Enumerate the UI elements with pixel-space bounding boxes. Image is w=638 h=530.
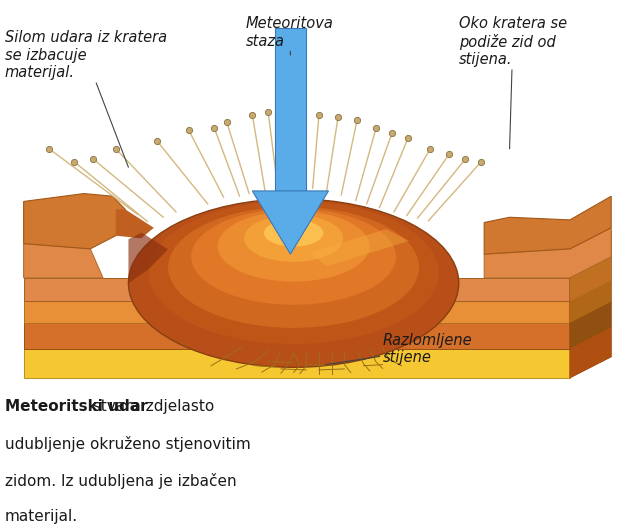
Ellipse shape xyxy=(244,215,343,262)
Ellipse shape xyxy=(148,201,439,344)
Polygon shape xyxy=(128,233,168,283)
Ellipse shape xyxy=(128,199,459,367)
Polygon shape xyxy=(570,231,611,278)
Polygon shape xyxy=(484,196,611,254)
Ellipse shape xyxy=(218,211,369,281)
Polygon shape xyxy=(24,193,125,249)
Polygon shape xyxy=(570,280,611,323)
Polygon shape xyxy=(24,278,570,302)
Polygon shape xyxy=(570,328,611,378)
Text: materijal.: materijal. xyxy=(4,509,78,525)
Polygon shape xyxy=(570,231,611,378)
Ellipse shape xyxy=(191,209,396,305)
Text: udubljenje okruženo stjenovitim: udubljenje okruženo stjenovitim xyxy=(4,436,250,452)
Polygon shape xyxy=(24,302,570,323)
Text: Oko kratera se
podiže zid od
stijena.: Oko kratera se podiže zid od stijena. xyxy=(459,16,567,149)
Polygon shape xyxy=(274,28,306,191)
Text: stvara zdjelasto: stvara zdjelasto xyxy=(4,399,214,414)
Ellipse shape xyxy=(168,207,419,328)
Polygon shape xyxy=(310,229,409,266)
Polygon shape xyxy=(252,191,329,254)
Polygon shape xyxy=(570,257,611,302)
Polygon shape xyxy=(115,209,154,239)
Ellipse shape xyxy=(264,219,323,246)
Text: Meteoritova
staza: Meteoritova staza xyxy=(246,16,334,55)
Text: Silom udara iz kratera
se izbacuje
materijal.: Silom udara iz kratera se izbacuje mater… xyxy=(4,30,167,167)
Polygon shape xyxy=(24,244,103,278)
Text: zidom. Iz udubljena je izbačen: zidom. Iz udubljena je izbačen xyxy=(4,473,236,489)
Polygon shape xyxy=(24,323,570,349)
Text: Meteoritski udar: Meteoritski udar xyxy=(4,399,147,414)
Polygon shape xyxy=(570,302,611,349)
Text: Razlomljene
stijene: Razlomljene stijene xyxy=(325,333,472,366)
Polygon shape xyxy=(24,349,570,378)
Polygon shape xyxy=(484,228,611,278)
